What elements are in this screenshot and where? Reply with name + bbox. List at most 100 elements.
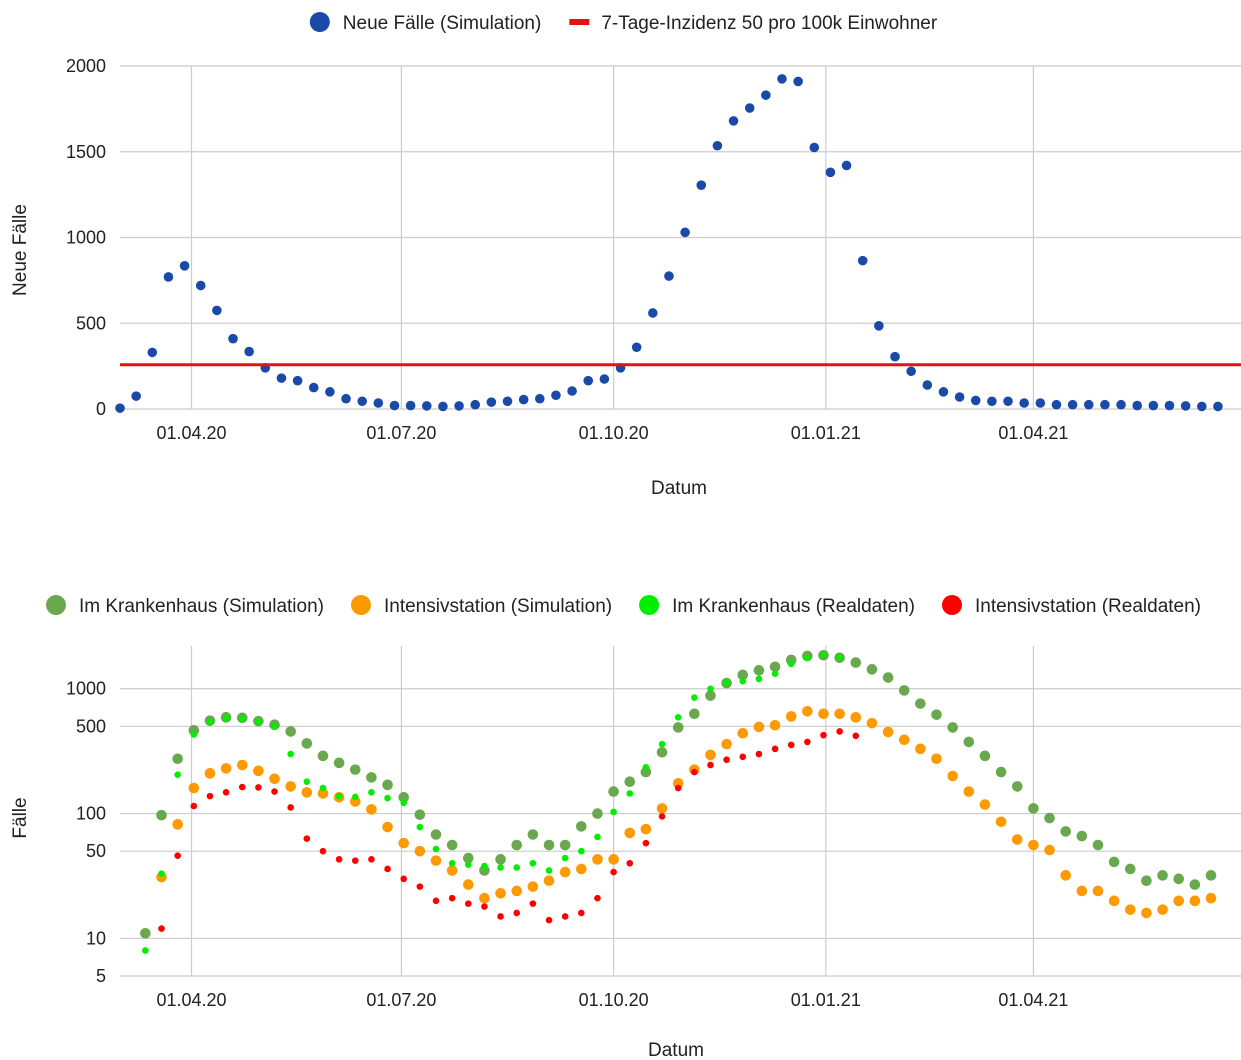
legend: Im Krankenhaus (Simulation) Intensivstati… <box>45 595 1201 617</box>
data-point <box>464 861 472 868</box>
data-point <box>398 837 410 849</box>
data-point <box>608 854 619 865</box>
data-point <box>495 854 506 865</box>
data-point <box>1141 875 1152 886</box>
data-point <box>301 787 313 798</box>
data-point <box>707 761 714 769</box>
x-tick-label: 01.01.21 <box>791 423 861 443</box>
data-point <box>432 845 440 853</box>
data-point <box>325 387 335 397</box>
data-point <box>696 180 707 190</box>
data-point <box>739 753 747 761</box>
data-point <box>438 401 448 412</box>
data-point <box>301 738 313 749</box>
x-tick-label: 01.07.20 <box>366 423 436 443</box>
data-point <box>1067 399 1078 410</box>
data-point <box>287 750 294 758</box>
data-point <box>857 255 868 266</box>
data-point <box>594 833 601 841</box>
data-point <box>448 859 456 867</box>
data-point <box>915 698 926 709</box>
data-point <box>970 395 981 406</box>
x-tick-label: 01.04.20 <box>156 990 226 1010</box>
data-point <box>486 397 497 407</box>
data-point <box>174 771 181 778</box>
data-point <box>222 789 230 796</box>
data-point <box>366 772 377 783</box>
data-point <box>115 403 125 413</box>
legend-item-im-krankenhaus-simulation[interactable]: Im Krankenhaus (Simulation) <box>45 595 324 617</box>
data-point <box>529 900 537 907</box>
data-point <box>351 857 359 864</box>
data-point <box>1213 401 1223 412</box>
data-point <box>1205 870 1217 881</box>
plot-area <box>115 74 1241 413</box>
data-point <box>1100 399 1110 410</box>
data-point <box>850 712 862 723</box>
data-point <box>285 781 296 792</box>
y-tick-label: 5 <box>96 966 106 986</box>
data-point <box>947 722 958 733</box>
data-point <box>624 776 636 788</box>
legend-label: Intensivstation (Realdaten) <box>975 596 1201 617</box>
data-point <box>689 708 700 720</box>
data-point <box>995 816 1007 828</box>
data-point <box>771 670 779 677</box>
data-point <box>271 723 278 731</box>
legend-item-intensivstation-simulation[interactable]: Intensivstation (Simulation) <box>350 595 612 617</box>
data-point <box>319 847 327 855</box>
y-axis-title: Neue Fälle <box>10 204 31 296</box>
data-point <box>416 823 424 831</box>
legend-swatch <box>941 595 962 615</box>
data-point <box>820 651 827 659</box>
y-tick-label: 1500 <box>66 142 106 162</box>
data-point <box>836 728 843 735</box>
data-point <box>368 856 375 863</box>
data-point <box>672 777 684 789</box>
data-point <box>228 333 238 344</box>
data-point <box>238 715 246 723</box>
data-point <box>723 756 730 764</box>
data-point <box>804 654 811 662</box>
data-point <box>963 786 975 797</box>
data-point <box>874 321 884 331</box>
data-point <box>898 685 910 696</box>
data-point <box>1092 839 1104 851</box>
data-point <box>866 664 878 675</box>
data-point <box>922 380 933 390</box>
data-point <box>576 863 587 875</box>
data-point <box>551 390 561 401</box>
legend-label: 7-Tage-Inzidenz 50 pro 100k Einwohner <box>601 13 938 34</box>
legend-item-intensivstation-realdaten[interactable]: Intensivstation (Realdaten) <box>941 595 1201 617</box>
data-point <box>721 738 732 750</box>
data-point <box>236 759 248 771</box>
data-point <box>1180 401 1191 411</box>
data-point <box>195 280 206 291</box>
data-point <box>497 913 504 920</box>
data-point <box>317 788 329 799</box>
data-point <box>147 347 158 358</box>
series-neue-faelle-simulation <box>115 74 1223 413</box>
data-point <box>511 885 523 897</box>
data-point <box>963 736 975 748</box>
legend-item-neue-faelle-simulation[interactable]: Neue Fälle (Simulation) <box>309 12 542 34</box>
data-point <box>947 770 958 782</box>
gridlines <box>120 646 1241 977</box>
data-point <box>882 726 894 738</box>
x-tick-label: 01.04.21 <box>998 423 1068 443</box>
data-point <box>527 829 539 840</box>
data-point <box>898 734 910 746</box>
data-point <box>513 864 521 871</box>
data-point <box>462 879 474 890</box>
data-point <box>303 835 311 842</box>
x-tick-label: 01.01.21 <box>791 990 861 1010</box>
data-point <box>583 375 594 386</box>
legend-item-7-tage-inzidenz-50-pro-100k-einwohner[interactable]: 7-Tage-Inzidenz 50 pro 100k Einwohner <box>569 13 938 34</box>
data-point <box>238 783 246 791</box>
data-point <box>576 821 587 832</box>
data-point <box>269 773 280 785</box>
legend-label: Neue Fälle (Simulation) <box>343 13 542 34</box>
data-point <box>979 750 991 762</box>
legend-item-im-krankenhaus-realdaten[interactable]: Im Krankenhaus (Realdaten) <box>639 595 915 617</box>
data-point <box>954 392 965 402</box>
